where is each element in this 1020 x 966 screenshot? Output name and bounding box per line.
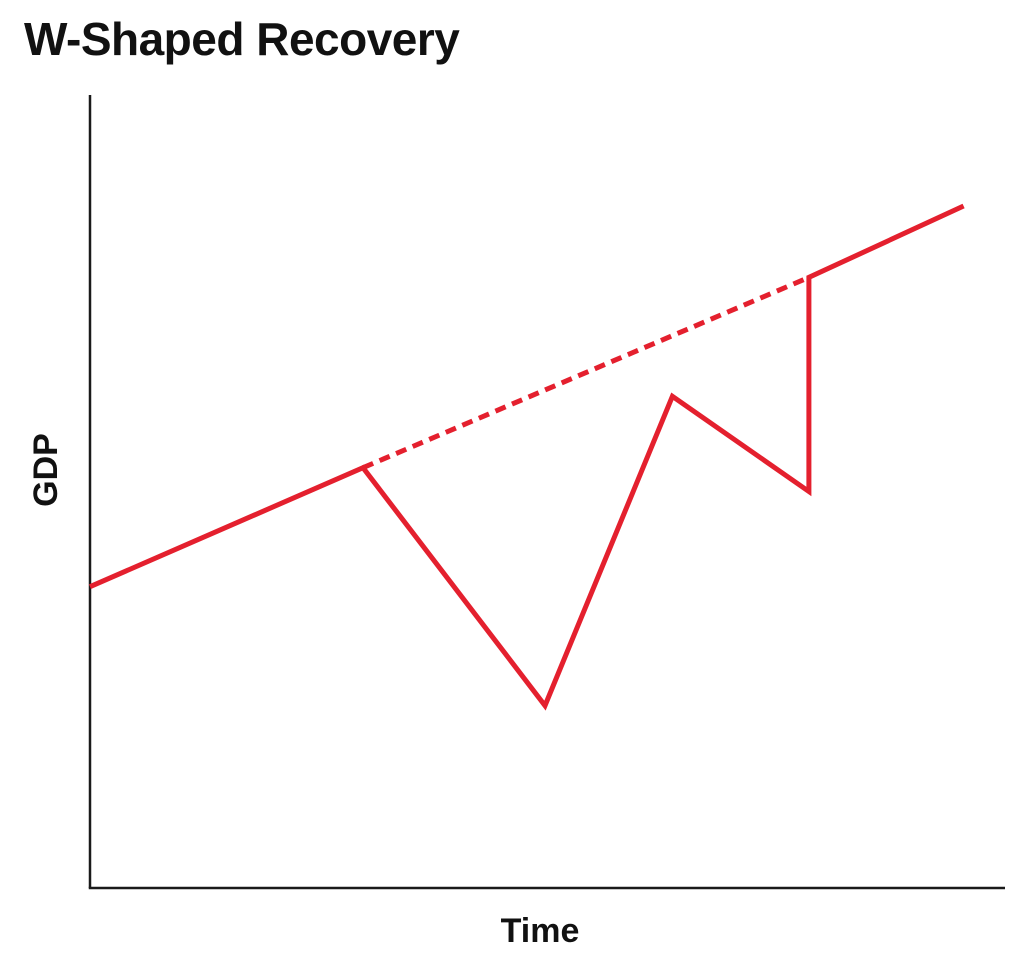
y-axis-label: GDP bbox=[27, 433, 65, 507]
trend-line-dashed bbox=[362, 275, 810, 470]
series-layer bbox=[89, 203, 965, 711]
x-axis-label: Time bbox=[501, 912, 580, 950]
gdp-line bbox=[89, 203, 965, 711]
chart-title: W-Shaped Recovery bbox=[24, 13, 460, 65]
